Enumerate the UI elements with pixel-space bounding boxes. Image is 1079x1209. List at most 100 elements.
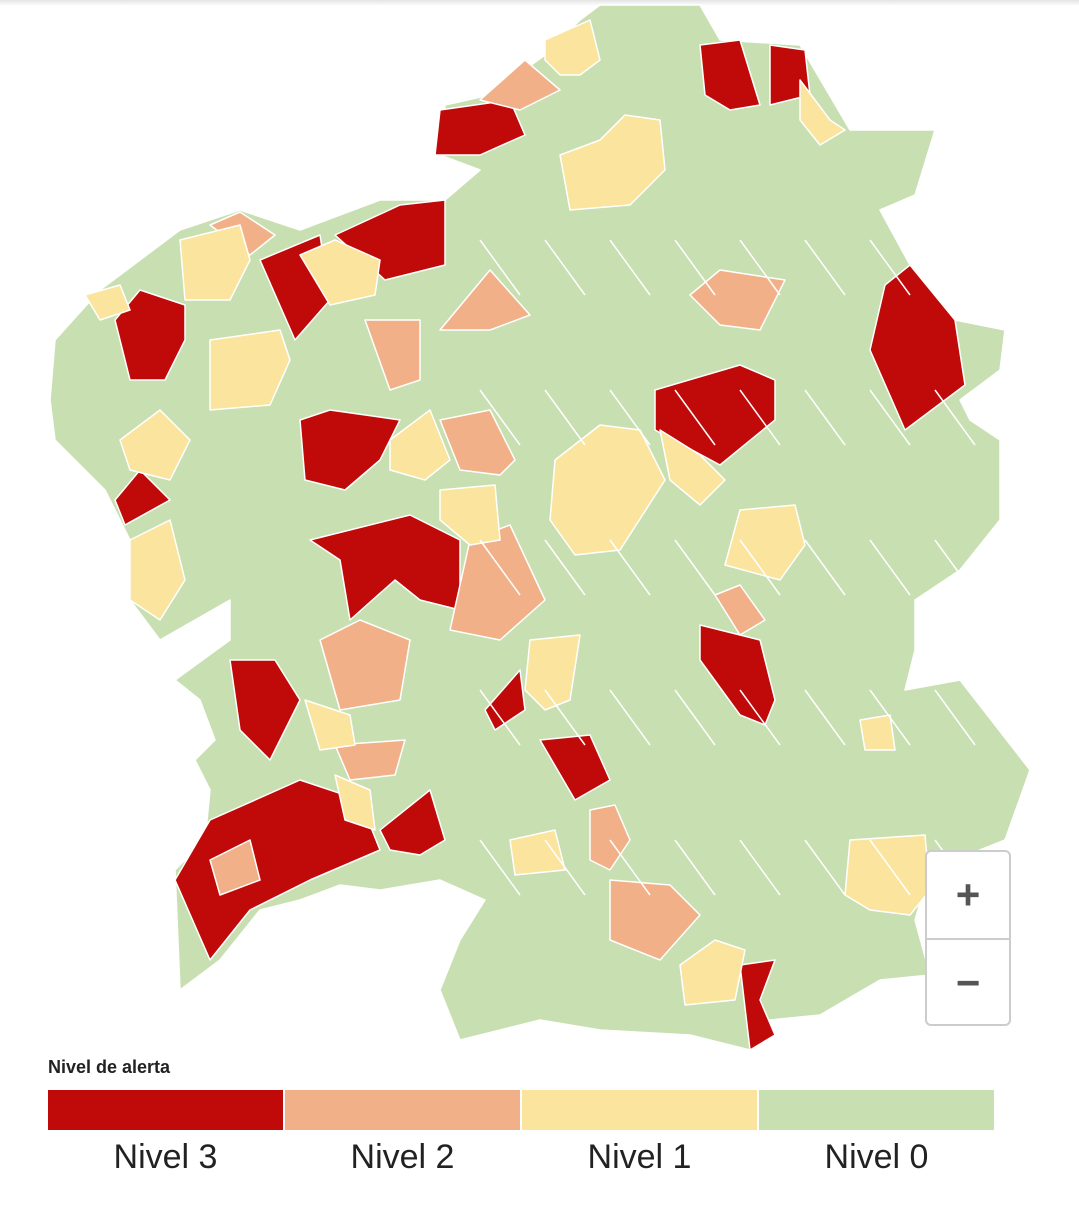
municipality (84, 284, 131, 321)
municipality (319, 619, 411, 711)
municipality (449, 524, 546, 641)
municipality (309, 514, 461, 621)
municipality (739, 959, 776, 1050)
municipality (389, 409, 451, 481)
boundary (609, 239, 651, 296)
municipality (479, 59, 561, 111)
boundary (804, 689, 846, 746)
municipality (714, 584, 766, 636)
legend-swatch (48, 1090, 283, 1130)
zoom-in-button[interactable]: + (955, 871, 981, 918)
legend-item: Nivel 3 (48, 1090, 283, 1177)
legend-item: Nivel 0 (759, 1090, 994, 1177)
boundary (674, 239, 716, 296)
municipality (174, 779, 381, 961)
municipality (229, 659, 301, 761)
municipality (439, 484, 501, 546)
zoom-control: + − (925, 850, 1011, 1026)
municipality (439, 409, 516, 476)
municipality (659, 429, 726, 506)
municipality (304, 699, 356, 751)
municipality (334, 739, 406, 781)
legend-item: Nivel 2 (285, 1090, 520, 1177)
municipality (299, 239, 381, 306)
boundary (869, 689, 911, 746)
boundary (804, 389, 846, 446)
boundary (609, 839, 651, 896)
boundary (674, 689, 716, 746)
municipality (439, 269, 531, 331)
municipality (549, 424, 666, 556)
boundary (804, 539, 846, 596)
boundary (609, 539, 651, 596)
boundary (869, 239, 911, 296)
boundary (869, 389, 911, 446)
legend: Nivel 3 Nivel 2 Nivel 1 Nivel 0 (48, 1090, 994, 1177)
municipality (844, 834, 931, 916)
legend-label: Nivel 2 (350, 1138, 455, 1176)
legend-swatch (522, 1090, 757, 1130)
municipality (699, 39, 761, 111)
boundary (869, 539, 911, 596)
boundary (674, 539, 716, 596)
legend-label: Nivel 1 (587, 1138, 692, 1176)
municipality (129, 519, 186, 621)
municipality (119, 409, 191, 481)
municipality (689, 269, 786, 331)
boundary (869, 839, 911, 896)
legend-item: Nivel 1 (522, 1090, 757, 1177)
legend-title: Nivel de alerta (48, 1057, 171, 1077)
municipality (114, 469, 171, 526)
legend-swatch (285, 1090, 520, 1130)
municipality (859, 714, 896, 751)
boundary (804, 239, 846, 296)
municipality (179, 224, 251, 301)
municipality (654, 364, 776, 466)
boundary (674, 389, 716, 446)
top-shadow (0, 0, 1079, 6)
municipality (559, 114, 666, 211)
municipality (299, 409, 401, 491)
municipality (114, 289, 186, 381)
municipality (544, 19, 601, 76)
municipality (799, 79, 846, 146)
boundary (544, 239, 586, 296)
legend-label: Nivel 0 (824, 1138, 929, 1176)
boundary (739, 239, 781, 296)
legend-swatch (759, 1090, 994, 1130)
municipality (209, 839, 261, 896)
municipality (539, 734, 611, 801)
municipality (364, 319, 421, 391)
legend-label: Nivel 3 (113, 1138, 218, 1176)
boundary (544, 689, 586, 746)
boundary (479, 689, 521, 746)
municipality (379, 789, 446, 856)
boundary (739, 689, 781, 746)
municipality (609, 879, 701, 961)
map (49, 4, 1031, 1050)
boundary (544, 839, 586, 896)
municipality (334, 774, 376, 831)
boundary (739, 539, 781, 596)
boundary (739, 389, 781, 446)
boundary (934, 389, 976, 446)
boundary (934, 539, 976, 596)
municipality (869, 264, 966, 431)
boundary (479, 839, 521, 896)
boundary (739, 839, 781, 896)
boundary (934, 239, 976, 296)
boundary (609, 689, 651, 746)
boundary (804, 839, 846, 896)
municipality (484, 669, 526, 731)
municipality (209, 329, 291, 411)
municipality (509, 829, 566, 876)
boundary (544, 389, 586, 446)
zoom-out-button[interactable]: − (927, 938, 1009, 1026)
boundary (479, 539, 521, 596)
boundary (674, 839, 716, 896)
municipality (524, 634, 581, 711)
boundary (609, 389, 651, 446)
boundary (544, 539, 586, 596)
boundary (479, 389, 521, 446)
